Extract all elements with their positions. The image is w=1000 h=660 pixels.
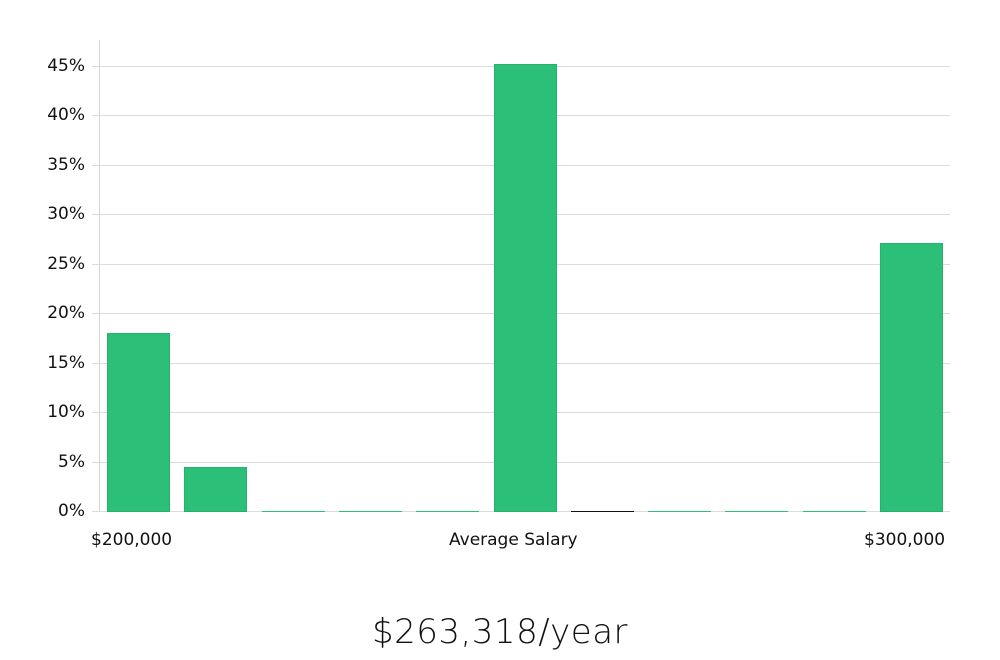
- bar: [416, 510, 480, 512]
- bar: [261, 510, 325, 512]
- bar: [880, 242, 943, 512]
- x-min-label: $200,000: [91, 530, 173, 550]
- x-max-label: $300,000: [864, 530, 946, 550]
- y-tick-label: 5%: [58, 451, 85, 472]
- y-axis-line: [99, 40, 100, 512]
- salary-histogram: 0% 5% 10% 15% 20% 25% 30% 35% 40% 45% $200,000 Av…: [47, 40, 950, 550]
- y-tick-label: 35%: [47, 154, 85, 175]
- bar: [725, 510, 789, 512]
- y-tick-label: 40%: [47, 105, 85, 126]
- y-tick-label: 15%: [47, 352, 85, 373]
- y-tick-label: 30%: [47, 204, 85, 225]
- average-salary-value: $263,318/year: [371, 612, 629, 652]
- y-tick-label: 45%: [47, 55, 85, 76]
- y-tick-label: 25%: [47, 253, 85, 274]
- bar: [648, 510, 712, 512]
- bar: [493, 63, 557, 512]
- x-axis-title: Average Salary: [449, 530, 578, 550]
- y-tick-label: 20%: [47, 303, 85, 324]
- bar: [802, 510, 866, 512]
- bar: [107, 332, 170, 512]
- bar: [338, 510, 402, 512]
- bar-average-highlight: [570, 510, 634, 512]
- bar: [184, 467, 248, 512]
- y-tick-label: 10%: [47, 402, 85, 423]
- y-tick-label: 0%: [58, 501, 85, 521]
